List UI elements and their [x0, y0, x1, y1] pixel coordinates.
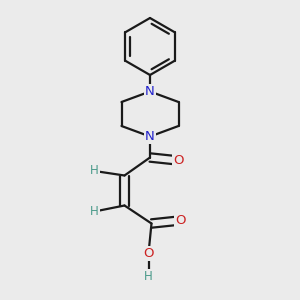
- Text: N: N: [145, 130, 155, 143]
- Text: O: O: [175, 214, 185, 227]
- Text: N: N: [145, 85, 155, 98]
- Text: O: O: [143, 247, 154, 260]
- Text: H: H: [90, 164, 99, 178]
- Text: O: O: [173, 154, 184, 167]
- Text: H: H: [144, 269, 153, 283]
- Text: H: H: [90, 205, 99, 218]
